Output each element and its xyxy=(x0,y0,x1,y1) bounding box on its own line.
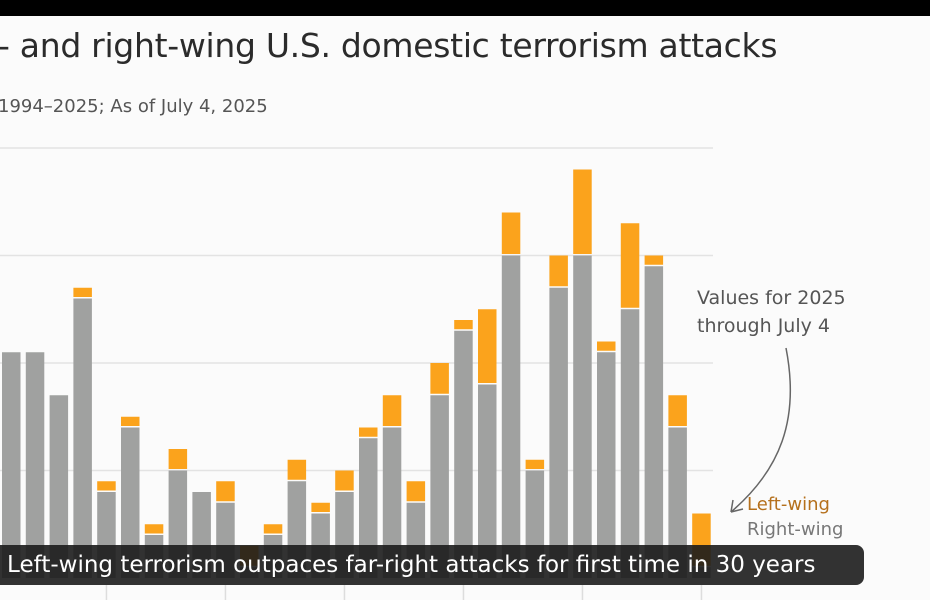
video-caption: : Left-wing terrorism outpaces far-right… xyxy=(0,545,864,585)
bar-right-wing-2014 xyxy=(430,395,449,578)
bar-left-wing-2021 xyxy=(597,341,616,351)
bar-left-wing-2014 xyxy=(430,363,449,394)
arrowhead-icon xyxy=(730,499,744,513)
annotation-line-2: through July 4 xyxy=(697,315,830,337)
bar-right-wing-1999 xyxy=(73,298,92,578)
bar-left-wing-2000 xyxy=(97,481,116,491)
bar-right-wing-2016 xyxy=(478,384,497,578)
annotation-line-1: Values for 2025 xyxy=(697,287,846,309)
legend-left-wing: Left-wing xyxy=(747,494,830,515)
bar-left-wing-2022 xyxy=(620,223,640,308)
bar-right-wing-2015 xyxy=(454,330,473,578)
bar-right-wing-2011 xyxy=(359,438,378,578)
bar-left-wing-2023 xyxy=(644,255,664,265)
bar-left-wing-1999 xyxy=(73,287,92,297)
bar-right-wing-2017 xyxy=(501,255,521,578)
bar-left-wing-2008 xyxy=(287,459,307,480)
bar-right-wing-2024 xyxy=(668,427,687,578)
bar-left-wing-2015 xyxy=(454,320,473,330)
bar-left-wing-2024 xyxy=(668,395,687,426)
bar-left-wing-2019 xyxy=(549,255,568,287)
bar-right-wing-2022 xyxy=(620,309,640,578)
bar-left-wing-2020 xyxy=(573,169,592,254)
bar-right-wing-2012 xyxy=(382,427,402,578)
bar-left-wing-2012 xyxy=(382,395,402,426)
bar-left-wing-2001 xyxy=(121,416,140,426)
caption-text: : Left-wing terrorism outpaces far-right… xyxy=(0,552,816,578)
top-black-bar xyxy=(0,0,930,16)
annotation-2025: Values for 2025 through July 4 xyxy=(697,284,846,340)
chart-subtitle: 1994–2025; As of July 4, 2025 xyxy=(0,96,268,117)
bar-left-wing-2011 xyxy=(359,427,378,437)
bar-left-wing-2013 xyxy=(406,481,426,502)
bar-right-wing-2001 xyxy=(121,427,140,578)
bar-right-wing-1997 xyxy=(25,352,45,578)
legend-right-wing: Right-wing xyxy=(747,519,844,540)
bar-left-wing-2003 xyxy=(168,449,188,469)
bar-right-wing-2019 xyxy=(549,287,568,578)
annotation-arrow xyxy=(730,347,792,513)
bar-left-wing-2016 xyxy=(478,309,497,383)
bar-right-wing-2020 xyxy=(573,255,592,578)
bar-right-wing-2023 xyxy=(644,266,664,578)
bar-left-wing-2007 xyxy=(263,524,283,534)
bar-left-wing-2010 xyxy=(335,470,354,491)
bar-right-wing-2021 xyxy=(597,352,616,578)
bar-right-wing-1996 xyxy=(2,352,21,578)
bar-left-wing-2009 xyxy=(311,502,330,512)
bar-right-wing-1998 xyxy=(49,395,69,578)
chart-title: - and right-wing U.S. domestic terrorism… xyxy=(0,26,778,65)
bar-left-wing-2002 xyxy=(144,524,164,534)
bar-left-wing-2005 xyxy=(216,481,235,502)
bar-left-wing-2017 xyxy=(501,212,521,254)
bar-left-wing-2018 xyxy=(525,459,545,469)
